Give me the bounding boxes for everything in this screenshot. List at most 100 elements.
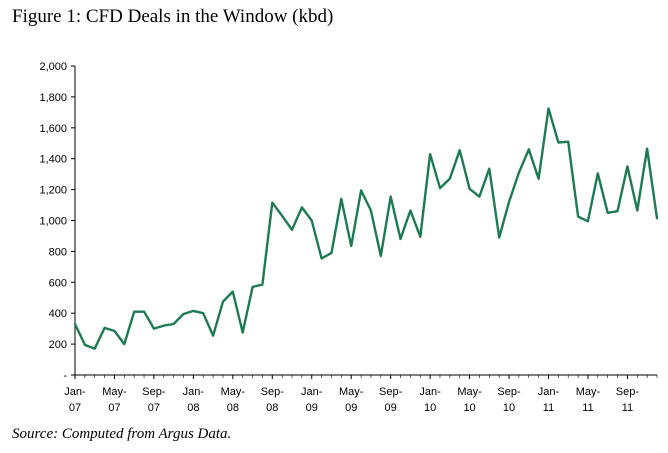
data-point — [567, 141, 569, 143]
data-point — [301, 206, 303, 208]
data-point — [192, 310, 194, 312]
x-tick-label: May- — [102, 386, 127, 398]
x-tick-label: 10 — [424, 402, 436, 414]
data-point — [528, 148, 530, 150]
series-line — [73, 107, 659, 350]
data-point — [380, 255, 382, 257]
x-tick-label: 11 — [543, 402, 554, 414]
y-tick-label: 200 — [49, 339, 67, 351]
x-tick-label: 08 — [227, 402, 239, 414]
x-tick-label: 11 — [622, 402, 633, 414]
data-point — [113, 330, 115, 332]
data-point — [557, 141, 559, 143]
data-point — [143, 310, 145, 312]
y-tick-label: - — [63, 370, 67, 382]
data-point — [330, 252, 332, 254]
x-tick-label: May- — [576, 386, 601, 398]
data-point — [518, 171, 520, 173]
data-point — [350, 245, 352, 247]
data-point — [646, 147, 648, 149]
data-point — [498, 236, 500, 238]
x-tick-label: 11 — [582, 402, 593, 414]
data-point — [182, 313, 184, 315]
data-point — [153, 327, 155, 329]
x-tick-label: May- — [221, 386, 246, 398]
y-tick-label: 1,200 — [39, 185, 67, 197]
x-tick-label: Jan- — [419, 386, 441, 398]
y-tick-label: 1,600 — [39, 123, 67, 135]
x-tick-label: 09 — [385, 402, 397, 414]
data-point — [241, 331, 243, 333]
y-tick-label: 2,000 — [39, 61, 67, 73]
data-point — [606, 212, 608, 214]
y-tick-label: 600 — [49, 277, 67, 289]
x-tick-label: May- — [457, 386, 482, 398]
data-point — [172, 323, 174, 325]
data-point — [202, 312, 204, 314]
data-point — [360, 189, 362, 191]
data-point — [488, 168, 490, 170]
data-point — [656, 217, 658, 219]
data-point — [508, 201, 510, 203]
y-tick-label: 1,800 — [39, 92, 67, 104]
data-point — [577, 215, 579, 217]
data-point — [370, 209, 372, 211]
data-point — [597, 172, 599, 174]
data-point — [222, 300, 224, 302]
y-tick-label: 1,400 — [39, 154, 67, 166]
data-point — [439, 187, 441, 189]
data-point — [281, 215, 283, 217]
x-tick-label: 10 — [463, 402, 475, 414]
y-axis-ticks: - 200 400 600 800 1,000 1,200 1,400 1,600 1,800 2,… — [39, 61, 75, 382]
data-point — [84, 344, 86, 346]
data-point — [616, 210, 618, 212]
x-tick-label: Jan- — [301, 386, 323, 398]
x-tick-label: Sep- — [379, 386, 403, 398]
x-tick-label: Sep- — [261, 386, 285, 398]
data-point — [626, 165, 628, 167]
x-tick-label: Sep- — [497, 386, 521, 398]
data-point — [537, 178, 539, 180]
x-tick-label: Sep- — [142, 386, 166, 398]
data-point — [123, 343, 125, 345]
x-tick-label: Sep- — [616, 386, 640, 398]
x-tick-label: 08 — [187, 402, 199, 414]
chart-source-note: Source: Computed from Argus Data. — [12, 426, 232, 442]
data-point — [636, 209, 638, 211]
data-point — [232, 290, 234, 292]
data-point — [311, 219, 313, 221]
x-tick-label: Jan- — [538, 386, 560, 398]
x-tick-label: 09 — [345, 402, 357, 414]
data-point — [163, 324, 165, 326]
y-tick-label: 800 — [49, 246, 67, 258]
data-point — [212, 334, 214, 336]
data-point — [419, 236, 421, 238]
x-tick-label: 07 — [69, 402, 81, 414]
data-point — [291, 229, 293, 231]
chart-title: Figure 1: CFD Deals in the Window (kbd) — [12, 6, 334, 27]
data-point — [478, 195, 480, 197]
x-tick-label: May- — [339, 386, 364, 398]
y-tick-label: 400 — [49, 308, 67, 320]
data-point — [133, 310, 135, 312]
data-point — [103, 327, 105, 329]
data-point — [251, 286, 253, 288]
data-point — [409, 209, 411, 211]
x-tick-label: 07 — [108, 402, 120, 414]
x-tick-label: 10 — [503, 402, 515, 414]
data-point — [94, 348, 96, 350]
x-axis-ticks: Jan- 07 May- 07 Sep- 07 Jan- 08 May- 08 Sep- 08 Jan-… — [64, 375, 658, 414]
data-point — [320, 257, 322, 259]
x-tick-label: 08 — [266, 402, 278, 414]
data-point — [449, 178, 451, 180]
data-point — [468, 188, 470, 190]
chart-axes — [74, 66, 657, 376]
y-tick-label: 1,000 — [39, 216, 67, 228]
data-point — [271, 202, 273, 204]
data-point — [547, 107, 549, 109]
data-point — [340, 198, 342, 200]
series-group — [73, 107, 659, 350]
x-tick-label: Jan- — [64, 386, 86, 398]
data-point — [429, 153, 431, 155]
